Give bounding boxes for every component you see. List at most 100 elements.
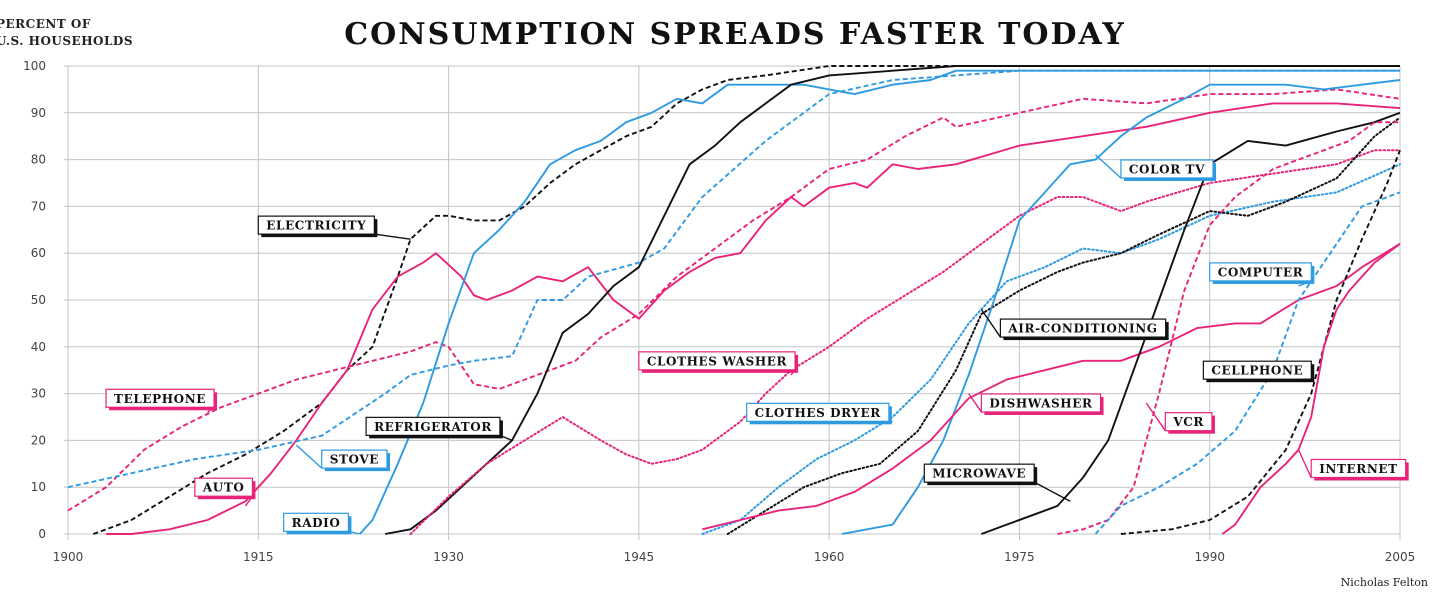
y-tick-60: 60 bbox=[31, 246, 46, 260]
series-label-box-telephone bbox=[105, 388, 215, 408]
x-tick-1945: 1945 bbox=[624, 550, 655, 564]
series-line-microwave bbox=[981, 111, 1401, 535]
series-line-electricity bbox=[93, 65, 1400, 535]
credit: Nicholas Felton bbox=[1341, 576, 1428, 589]
x-tick-1900: 1900 bbox=[53, 550, 84, 564]
series-label-radio: RADIO bbox=[283, 512, 360, 535]
series-label-text-radio: RADIO bbox=[292, 516, 341, 530]
y-tick-90: 90 bbox=[31, 106, 46, 120]
series-label-box-air-conditioning bbox=[999, 318, 1167, 338]
y-tick-40: 40 bbox=[31, 340, 46, 354]
y-tick-80: 80 bbox=[31, 153, 46, 167]
series-label-box-radio bbox=[283, 512, 350, 532]
series-label-microwave: MICROWAVE bbox=[923, 463, 1071, 502]
series-line-air-conditioning bbox=[726, 116, 1401, 535]
y-tick-100: 100 bbox=[23, 59, 46, 73]
series-label-cellphone: CELLPHONE bbox=[1202, 360, 1315, 383]
y-tick-50: 50 bbox=[31, 293, 46, 307]
series-lines bbox=[67, 65, 1401, 535]
series-label-vcr: VCR bbox=[1145, 402, 1215, 434]
series-label-air-conditioning: AIR-CONDITIONING bbox=[980, 308, 1169, 341]
series-label-leader-air-conditioning bbox=[980, 308, 1001, 338]
series-label-text-telephone: TELEPHONE bbox=[114, 392, 206, 406]
series-line-clothes-washer bbox=[409, 149, 1401, 535]
series-label-color-tv: COLOR TV bbox=[1095, 154, 1217, 181]
series-line-cellphone bbox=[1120, 149, 1401, 535]
series-label-box-computer bbox=[1209, 262, 1312, 282]
series-label-text-electricity: ELECTRICITY bbox=[266, 219, 366, 233]
series-label-box-clothes-washer bbox=[638, 351, 796, 371]
series-line-telephone bbox=[67, 88, 1401, 512]
series-label-text-clothes-dryer: CLOTHES DRYER bbox=[755, 406, 882, 420]
series-label-leader-refrigerator bbox=[499, 434, 513, 442]
series-label-internet: INTERNET bbox=[1297, 449, 1409, 481]
series-line-radio bbox=[359, 69, 1400, 535]
series-label-clothes-dryer: CLOTHES DRYER bbox=[746, 402, 893, 425]
series-label-box-internet bbox=[1310, 458, 1407, 479]
series-label-text-microwave: MICROWAVE bbox=[932, 467, 1026, 481]
series-label-box-clothes-dryer bbox=[746, 402, 890, 422]
series-label-box-stove bbox=[321, 449, 388, 469]
series-label-text-internet: INTERNET bbox=[1319, 462, 1397, 476]
series-label-leader-clothes-washer bbox=[790, 369, 796, 376]
grid bbox=[64, 65, 1401, 540]
y-tick-10: 10 bbox=[31, 480, 46, 494]
series-labels: ELECTRICITY TELEPHONE AUTO STOVE RADIO REFRIG… bbox=[105, 154, 1409, 535]
series-label-leader-vcr bbox=[1145, 402, 1166, 432]
series-label-electricity: ELECTRICITY bbox=[257, 215, 411, 240]
x-tick-1930: 1930 bbox=[433, 550, 464, 564]
series-label-box-cellphone bbox=[1202, 360, 1312, 380]
series-label-text-vcr: VCR bbox=[1172, 415, 1204, 429]
y-tick-0: 0 bbox=[38, 527, 46, 541]
y-tick-30: 30 bbox=[31, 387, 46, 401]
chart-title: CONSUMPTION SPREADS FASTER TODAY bbox=[344, 17, 1126, 52]
series-label-text-air-conditioning: AIR-CONDITIONING bbox=[1007, 322, 1157, 336]
series-label-stove: STOVE bbox=[295, 444, 391, 472]
y-axis-label-line1: PERCENT OF bbox=[0, 17, 91, 31]
series-label-clothes-washer: CLOTHES WASHER bbox=[638, 351, 799, 376]
series-label-box-auto bbox=[194, 477, 254, 497]
series-label-leader-telephone bbox=[207, 406, 215, 413]
x-tick-1915: 1915 bbox=[243, 550, 274, 564]
series-label-leader-color-tv bbox=[1095, 154, 1122, 179]
x-tick-2005: 2005 bbox=[1385, 550, 1416, 564]
series-line-internet bbox=[1221, 243, 1401, 535]
series-label-box-vcr bbox=[1164, 412, 1213, 432]
ticks: 0 10 20 30 40 50 60 70 80 90 100 1900 1915 1930 1945 19… bbox=[23, 59, 1415, 564]
series-label-text-stove: STOVE bbox=[330, 453, 379, 467]
series-label-text-cellphone: CELLPHONE bbox=[1211, 364, 1303, 378]
series-label-box-refrigerator bbox=[365, 416, 501, 436]
series-label-refrigerator: REFRIGERATOR bbox=[365, 416, 513, 442]
y-tick-20: 20 bbox=[31, 433, 46, 447]
series-label-box-dishwasher bbox=[980, 393, 1102, 413]
series-label-text-computer: COMPUTER bbox=[1218, 265, 1304, 279]
series-label-text-refrigerator: REFRIGERATOR bbox=[374, 420, 492, 434]
series-label-text-auto: AUTO bbox=[202, 481, 245, 495]
series-label-leader-radio bbox=[348, 530, 360, 535]
series-label-box-color-tv bbox=[1120, 159, 1214, 179]
series-label-leader-internet bbox=[1297, 449, 1312, 478]
series-label-leader-electricity bbox=[374, 233, 411, 240]
series-label-computer: COMPUTER bbox=[1209, 262, 1315, 287]
series-line-clothes-dryer bbox=[701, 163, 1401, 535]
series-label-text-dishwasher: DISHWASHER bbox=[989, 396, 1093, 410]
x-tick-1990: 1990 bbox=[1194, 550, 1225, 564]
series-label-text-clothes-washer: CLOTHES WASHER bbox=[647, 354, 788, 368]
x-tick-1975: 1975 bbox=[1004, 550, 1035, 564]
series-line-color-tv bbox=[841, 79, 1401, 535]
series-label-leader-microwave bbox=[1033, 481, 1071, 502]
series-line-auto bbox=[106, 102, 1401, 535]
series-line-computer bbox=[1094, 191, 1401, 535]
series-label-leader-dishwasher bbox=[968, 393, 982, 413]
series-label-dishwasher: DISHWASHER bbox=[968, 393, 1104, 415]
series-label-auto: AUTO bbox=[194, 477, 256, 507]
series-label-box-electricity bbox=[257, 215, 375, 235]
series-label-box-microwave bbox=[923, 463, 1035, 483]
y-tick-70: 70 bbox=[31, 199, 46, 213]
y-axis-label-line2: U.S. HOUSEHOLDS bbox=[0, 34, 133, 48]
series-label-telephone: TELEPHONE bbox=[105, 388, 218, 413]
series-line-stove bbox=[67, 69, 1400, 489]
series-line-dishwasher bbox=[702, 242, 1401, 531]
x-tick-1960: 1960 bbox=[814, 550, 845, 564]
